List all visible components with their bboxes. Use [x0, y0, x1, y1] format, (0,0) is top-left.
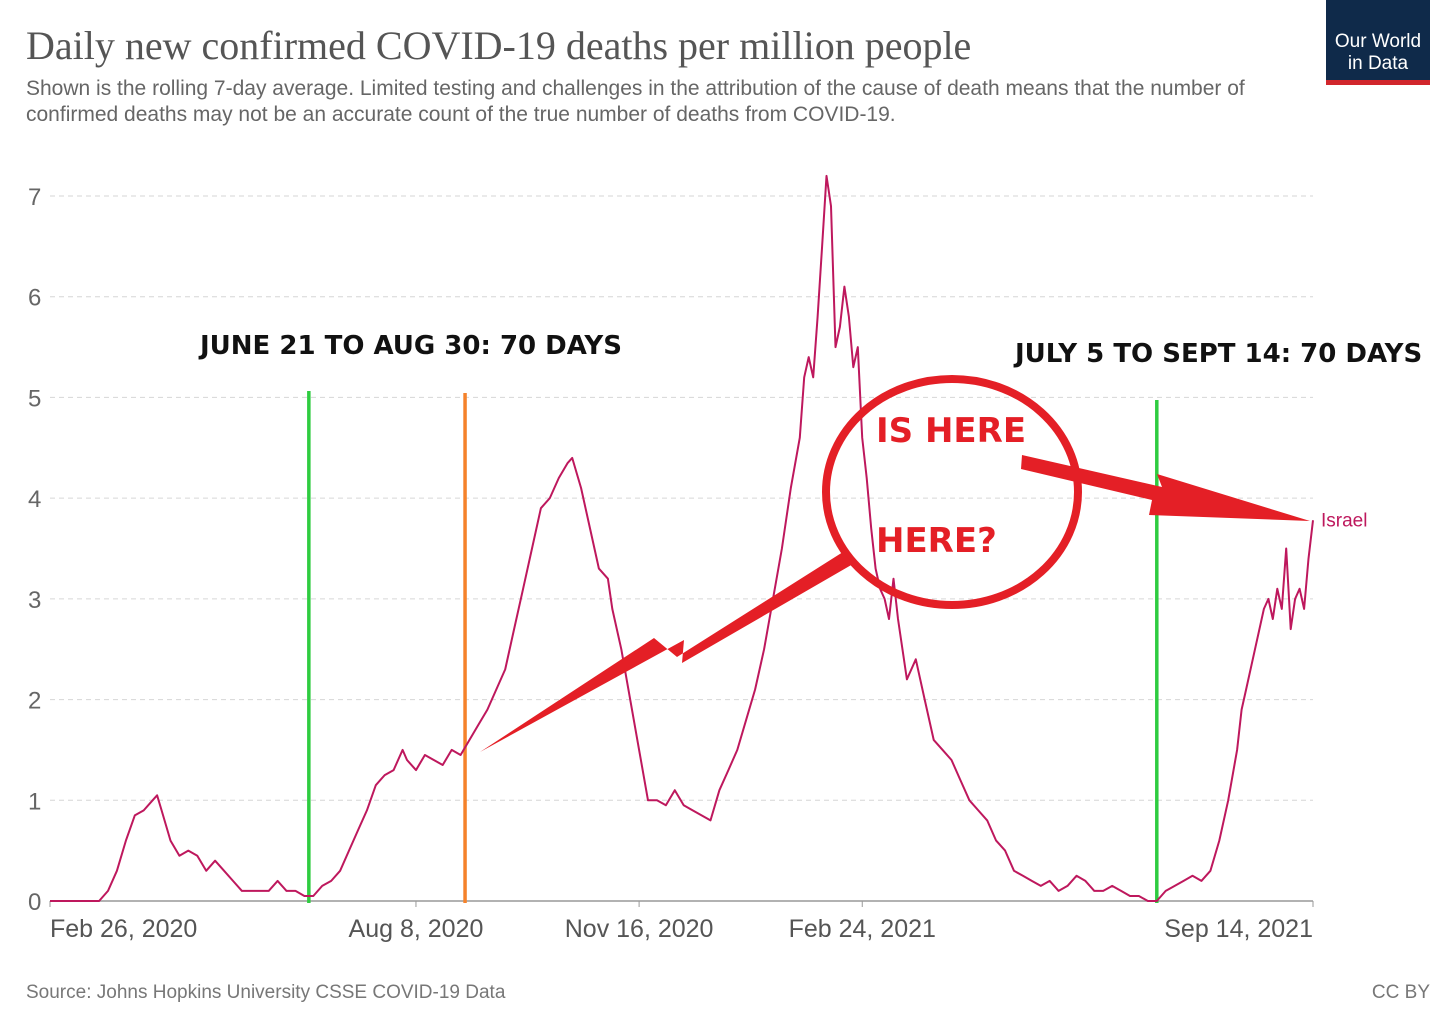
x-tick-label: Sep 14, 2021	[1164, 915, 1313, 943]
source-note[interactable]: Source: Johns Hopkins University CSSE CO…	[26, 982, 506, 1003]
x-tick-label: Nov 16, 2020	[565, 915, 714, 943]
circle-text-here: HERE?	[876, 521, 997, 561]
x-axis: Feb 26, 2020 Aug 8, 2020 Nov 16, 2020 Feb 2…	[49, 900, 1314, 943]
y-axis: 0 1 2 3 4 5 6 7	[28, 184, 41, 916]
x-tick-label: Aug 8, 2020	[349, 915, 484, 943]
chart-subtitle: Shown is the rolling 7-day average. Limi…	[26, 77, 1245, 126]
highlight-circle	[822, 375, 1082, 609]
y-tick-label: 5	[28, 385, 41, 412]
chart-title: Daily new confirmed COVID-19 deaths per …	[26, 23, 972, 68]
vertical-markers	[307, 391, 1159, 903]
annotation-right-label: JULY 5 TO SEPT 14: 70 DAYS	[1013, 339, 1422, 369]
x-tick-label: Feb 26, 2020	[50, 915, 197, 943]
series-label-israel: Israel	[1321, 510, 1367, 531]
y-tick-label: 1	[28, 788, 41, 815]
y-tick-label: 6	[28, 285, 41, 312]
circle-text-is-here: IS HERE	[876, 411, 1026, 451]
arrow-to-israel	[1021, 455, 1310, 521]
gridlines	[50, 195, 1313, 801]
y-tick-label: 3	[28, 587, 41, 614]
y-tick-label: 2	[28, 688, 41, 715]
x-tick-label: Feb 24, 2021	[789, 915, 936, 943]
owid-logo[interactable]: Our World in Data	[1326, 0, 1430, 85]
y-tick-label: 7	[28, 184, 41, 211]
annotation-left-label: JUNE 21 TO AUG 30: 70 DAYS	[198, 331, 622, 361]
logo-line-1: Our World	[1334, 31, 1422, 52]
logo-line-2: in Data	[1347, 53, 1409, 74]
red-annotation: IS HERE HERE?	[480, 375, 1310, 752]
y-tick-label: 0	[28, 889, 41, 916]
arrow-to-aug-2020	[480, 552, 853, 752]
y-tick-label: 4	[28, 486, 41, 513]
series-line-israel	[50, 174, 1314, 902]
license-link[interactable]: CC BY	[1371, 982, 1430, 1003]
series-layer: Israel	[50, 174, 1367, 902]
